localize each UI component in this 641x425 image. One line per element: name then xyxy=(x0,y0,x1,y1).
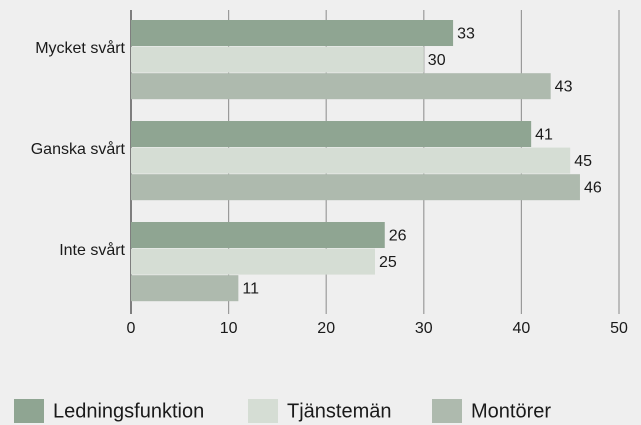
legend-swatch xyxy=(432,399,462,423)
x-tick-label: 0 xyxy=(127,320,136,337)
legend-swatch xyxy=(14,399,44,423)
value-label: 46 xyxy=(584,180,602,197)
x-tick-label: 30 xyxy=(415,320,433,337)
bar xyxy=(131,222,385,248)
category-label: Ganska svårt xyxy=(31,140,126,158)
bar xyxy=(131,46,424,73)
value-label: 11 xyxy=(242,281,259,298)
x-tick-label: 40 xyxy=(513,320,531,337)
value-label: 30 xyxy=(428,52,446,69)
legend-label: Montörer xyxy=(471,400,551,422)
legend-label: Tjänstemän xyxy=(287,400,392,422)
x-tick-label: 10 xyxy=(220,320,238,337)
bar xyxy=(131,73,551,100)
x-tick-label: 20 xyxy=(317,320,335,337)
category-label: Inte svårt xyxy=(59,241,125,259)
bar xyxy=(131,248,375,275)
bar xyxy=(131,275,239,302)
bar xyxy=(131,174,580,201)
value-label: 41 xyxy=(535,127,553,144)
category-label: Mycket svårt xyxy=(35,39,125,57)
bar xyxy=(131,121,532,147)
x-tick-label: 50 xyxy=(610,320,628,337)
legend-label: Ledningsfunktion xyxy=(53,400,204,422)
legend-swatch xyxy=(248,399,278,423)
bar xyxy=(131,147,571,174)
value-label: 45 xyxy=(574,153,592,170)
value-label: 25 xyxy=(379,254,397,271)
value-label: 33 xyxy=(457,26,475,43)
bar xyxy=(131,20,454,46)
value-label: 43 xyxy=(555,79,573,96)
value-label: 26 xyxy=(389,228,407,245)
